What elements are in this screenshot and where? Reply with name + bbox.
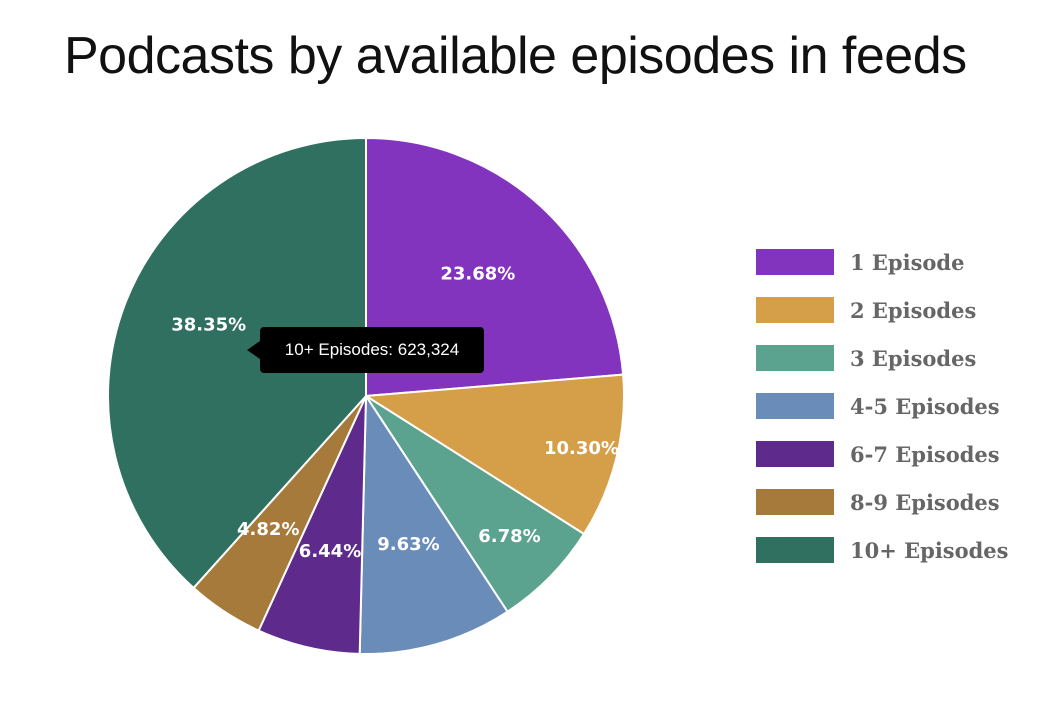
pie-slice-3-episodes[interactable] — [365, 395, 586, 614]
slice-value-label: 23.68% — [440, 264, 515, 285]
legend-swatch — [756, 537, 834, 563]
legend-swatch — [756, 345, 834, 371]
slice-value-label: 9.63% — [377, 534, 439, 555]
legend-item-2-episodes[interactable]: 2 Episodes — [756, 286, 1009, 334]
tooltip: 10+ Episodes: 623,324 — [260, 327, 484, 373]
legend-swatch — [756, 249, 834, 275]
legend-item-1-episode[interactable]: 1 Episode — [756, 238, 1009, 286]
legend-label: 8-9 Episodes — [850, 489, 1000, 515]
slice-value-label: 10.30% — [544, 438, 619, 459]
legend-swatch — [756, 441, 834, 467]
legend-swatch — [756, 297, 834, 323]
slice-value-label: 38.35% — [171, 314, 246, 335]
slice-value-label: 6.44% — [299, 541, 361, 562]
legend-item-3-episodes[interactable]: 3 Episodes — [756, 334, 1009, 382]
legend-item-8-9-episodes[interactable]: 8-9 Episodes — [756, 478, 1009, 526]
legend-item-6-7-episodes[interactable]: 6-7 Episodes — [756, 430, 1009, 478]
legend: 1 Episode 2 Episodes 3 Episodes 4-5 Epis… — [756, 238, 1009, 574]
legend-label: 2 Episodes — [850, 297, 977, 323]
legend-swatch — [756, 489, 834, 515]
legend-swatch — [756, 393, 834, 419]
slice-value-label: 4.82% — [237, 519, 299, 540]
legend-label: 10+ Episodes — [850, 537, 1009, 563]
legend-label: 4-5 Episodes — [850, 393, 1000, 419]
legend-item-10-plus-episodes[interactable]: 10+ Episodes — [756, 526, 1009, 574]
legend-label: 3 Episodes — [850, 345, 977, 371]
chart-title: Podcasts by available episodes in feeds — [64, 27, 967, 85]
pie-slice-10-episodes[interactable] — [107, 136, 367, 590]
slice-value-label: 6.78% — [478, 526, 540, 547]
pie-slice-4-5-episodes[interactable] — [358, 392, 509, 655]
legend-item-4-5-episodes[interactable]: 4-5 Episodes — [756, 382, 1009, 430]
legend-label: 1 Episode — [850, 249, 965, 275]
pie-slice-2-episodes[interactable] — [362, 373, 625, 536]
legend-label: 6-7 Episodes — [850, 441, 1000, 467]
tooltip-arrow — [247, 341, 260, 359]
